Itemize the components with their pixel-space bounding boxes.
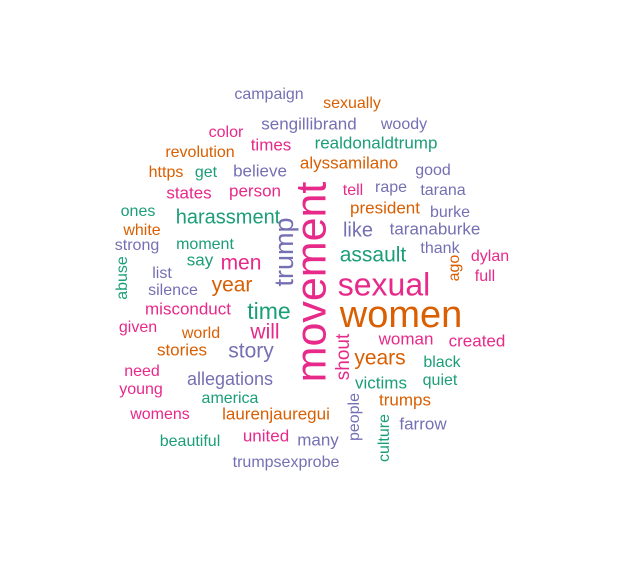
word-people: people — [346, 393, 363, 441]
word-many: many — [297, 430, 339, 449]
word-color: color — [209, 124, 244, 141]
word-moment: moment — [176, 236, 234, 253]
word-thank: thank — [420, 240, 460, 257]
word-states: states — [166, 183, 211, 202]
word-realdonaldtrump: realdonaldtrump — [315, 133, 438, 152]
word-farrow: farrow — [399, 414, 447, 433]
word-campaign: campaign — [234, 86, 303, 103]
word-woman: woman — [378, 329, 434, 348]
word-strong: strong — [115, 237, 159, 254]
word-taranaburke: taranaburke — [390, 219, 481, 238]
word-harassment: harassment — [176, 206, 281, 228]
word-united: united — [243, 426, 289, 445]
word-sexual: sexual — [338, 266, 431, 302]
word-quiet: quiet — [423, 372, 458, 389]
word-times: times — [251, 135, 292, 154]
word-misconduct: misconduct — [145, 299, 231, 318]
word-given: given — [119, 319, 157, 336]
word-year: year — [212, 274, 253, 297]
word-young: young — [119, 381, 163, 398]
word-sengillibrand: sengillibrand — [261, 114, 356, 133]
word-ones: ones — [121, 203, 156, 220]
word-victims: victims — [355, 373, 407, 392]
word-alyssamilano: alyssamilano — [300, 153, 398, 172]
word-time: time — [247, 298, 290, 324]
word-burke: burke — [430, 204, 470, 221]
word-woody: woody — [380, 116, 427, 133]
word-assault: assault — [340, 244, 407, 267]
word-shout: shout — [333, 333, 354, 380]
word-womens: womens — [129, 406, 190, 423]
word-person: person — [229, 181, 281, 200]
word-white: white — [122, 222, 160, 239]
word-trump: trump — [269, 217, 299, 286]
word-laurenjauregui: laurenjauregui — [222, 404, 330, 423]
word-ago: ago — [446, 255, 463, 282]
word-dylan: dylan — [471, 248, 509, 265]
word-believe: believe — [233, 161, 287, 180]
word-list: list — [152, 265, 172, 282]
word-like: like — [343, 219, 373, 241]
word-movement: movement — [287, 182, 335, 383]
word-good: good — [415, 162, 451, 179]
word-women: women — [339, 294, 463, 336]
word-tell: tell — [343, 182, 363, 199]
word-will: will — [249, 321, 279, 344]
word-trumps: trumps — [379, 390, 431, 409]
word-full: full — [475, 268, 495, 285]
word-black: black — [423, 354, 461, 371]
word-trumpsexprobe: trumpsexprobe — [233, 454, 340, 471]
word-men: men — [221, 252, 262, 275]
word-tarana: tarana — [420, 182, 465, 199]
word-president: president — [350, 198, 420, 217]
word-say: say — [187, 250, 214, 269]
word-rape: rape — [375, 179, 407, 196]
word-revolution: revolution — [165, 144, 234, 161]
word-https: https — [149, 164, 184, 181]
word-allegations: allegations — [187, 369, 273, 389]
word-world: world — [181, 325, 220, 342]
word-silence: silence — [148, 282, 198, 299]
word-america: america — [202, 390, 259, 407]
word-story: story — [228, 340, 274, 363]
word-culture: culture — [376, 414, 393, 462]
word-beautiful: beautiful — [160, 433, 221, 450]
word-need: need — [124, 363, 160, 380]
word-stories: stories — [157, 340, 207, 359]
word-created: created — [449, 331, 506, 350]
word-get: get — [195, 164, 218, 181]
word-years: years — [354, 347, 405, 370]
word-sexually: sexually — [323, 95, 381, 112]
word-abuse: abuse — [114, 256, 131, 300]
